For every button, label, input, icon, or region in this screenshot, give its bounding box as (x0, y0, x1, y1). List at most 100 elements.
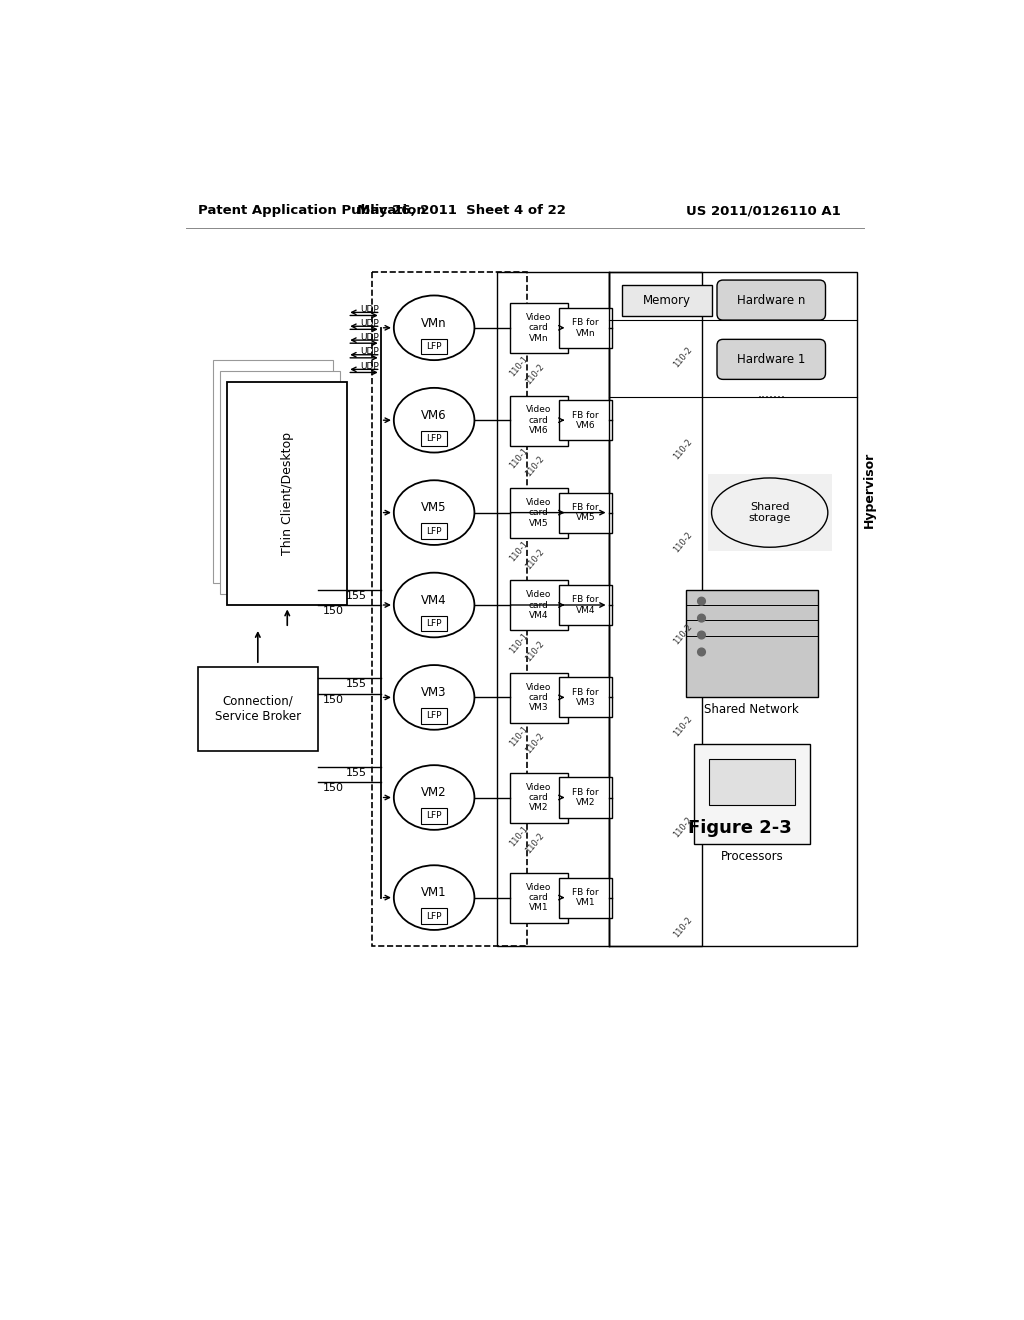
Bar (497, 272, 702, 946)
Text: LFP: LFP (426, 711, 442, 721)
Ellipse shape (394, 480, 474, 545)
Text: FB for
VMn: FB for VMn (572, 318, 599, 338)
Bar (510, 774, 568, 822)
Text: 110-2: 110-2 (523, 454, 546, 478)
Text: 150: 150 (323, 783, 344, 793)
Text: LFP: LFP (426, 912, 442, 920)
Text: 110-1: 110-1 (508, 723, 530, 748)
Text: 110-2: 110-2 (523, 832, 546, 855)
Text: VM2: VM2 (421, 787, 446, 800)
Text: Memory: Memory (643, 294, 691, 308)
Text: May 26, 2011  Sheet 4 of 22: May 26, 2011 Sheet 4 of 22 (356, 205, 565, 218)
Text: 110-2: 110-2 (672, 915, 694, 939)
Text: 110-2: 110-2 (672, 714, 694, 739)
Bar (559, 878, 611, 917)
Text: US 2011/0126110 A1: US 2011/0126110 A1 (686, 205, 841, 218)
Ellipse shape (394, 388, 474, 453)
Text: Video
card
VMn: Video card VMn (526, 313, 552, 343)
Text: Figure 2-3: Figure 2-3 (688, 820, 793, 837)
Text: Thin Client/Desktop: Thin Client/Desktop (281, 432, 294, 554)
Text: .......: ....... (758, 387, 785, 400)
Text: 110-1: 110-1 (508, 824, 530, 847)
Text: VM1: VM1 (421, 887, 446, 899)
Bar (227, 381, 347, 605)
Bar (686, 590, 818, 697)
Bar (421, 908, 447, 924)
Text: VM3: VM3 (421, 686, 446, 700)
Circle shape (697, 648, 706, 656)
Text: FB for
VM6: FB for VM6 (572, 411, 599, 430)
Text: 110-1: 110-1 (508, 446, 530, 471)
Bar (213, 360, 334, 583)
Text: VMn: VMn (421, 317, 446, 330)
Bar (559, 777, 611, 817)
Bar (510, 581, 568, 631)
Text: UDP: UDP (360, 333, 379, 342)
Bar (510, 873, 568, 923)
Text: VM5: VM5 (421, 502, 446, 515)
Text: 110-2: 110-2 (672, 345, 694, 370)
Bar (220, 371, 340, 594)
Ellipse shape (394, 296, 474, 360)
Bar (421, 615, 447, 631)
Text: Shared
storage: Shared storage (749, 502, 791, 524)
Text: Hardware n: Hardware n (737, 293, 806, 306)
Text: FB for
VM2: FB for VM2 (572, 788, 599, 808)
Text: Video
card
VM4: Video card VM4 (526, 590, 552, 620)
Circle shape (697, 614, 706, 622)
Bar (708, 474, 831, 512)
Text: 155: 155 (346, 680, 368, 689)
Text: 110-2: 110-2 (523, 546, 546, 570)
Ellipse shape (394, 573, 474, 638)
Bar (710, 759, 795, 805)
Text: Shared Network: Shared Network (705, 704, 800, 717)
Text: LFP: LFP (426, 527, 442, 536)
Text: FB for
VM5: FB for VM5 (572, 503, 599, 523)
Bar (623, 285, 712, 317)
Bar (421, 339, 447, 354)
Text: UDP: UDP (360, 347, 379, 356)
Text: UDP: UDP (360, 318, 379, 327)
Text: Video
card
VM5: Video card VM5 (526, 498, 552, 528)
Circle shape (697, 631, 706, 639)
Bar (421, 524, 447, 539)
Text: 155: 155 (346, 591, 368, 601)
Text: 110-2: 110-2 (672, 437, 694, 462)
Bar (559, 585, 611, 626)
Text: FB for
VM3: FB for VM3 (572, 688, 599, 708)
Circle shape (697, 597, 706, 605)
Text: FB for
VM1: FB for VM1 (572, 888, 599, 907)
Text: 110-2: 110-2 (672, 529, 694, 554)
Bar (559, 492, 611, 532)
Text: 110-2: 110-2 (523, 362, 546, 385)
Text: 110-2: 110-2 (523, 639, 546, 663)
Text: 110-2: 110-2 (672, 814, 694, 838)
Text: Processors: Processors (721, 850, 783, 862)
Ellipse shape (394, 766, 474, 830)
Text: Video
card
VM2: Video card VM2 (526, 783, 552, 812)
Text: LFP: LFP (426, 812, 442, 821)
Bar (559, 400, 611, 441)
Bar (421, 808, 447, 824)
Text: Video
card
VM1: Video card VM1 (526, 883, 552, 912)
Text: 155: 155 (346, 768, 368, 777)
Ellipse shape (712, 478, 827, 548)
Text: Patent Application Publication: Patent Application Publication (198, 205, 426, 218)
Bar (510, 673, 568, 723)
Text: Hardware 1: Hardware 1 (737, 352, 806, 366)
Bar (372, 272, 527, 946)
Text: Connection/
Service Broker: Connection/ Service Broker (215, 694, 301, 723)
Text: FB for
VM4: FB for VM4 (572, 595, 599, 615)
Text: UDP: UDP (360, 305, 379, 314)
Text: 150: 150 (323, 694, 344, 705)
Text: 110-1: 110-1 (508, 631, 530, 656)
Text: VM6: VM6 (421, 409, 446, 422)
Text: Video
card
VM3: Video card VM3 (526, 682, 552, 713)
Text: LFP: LFP (426, 619, 442, 628)
Bar (510, 396, 568, 446)
Bar (608, 272, 856, 946)
Text: Hypervisor: Hypervisor (862, 451, 876, 528)
Bar (693, 743, 810, 843)
Text: VM4: VM4 (421, 594, 446, 607)
Bar (559, 308, 611, 348)
